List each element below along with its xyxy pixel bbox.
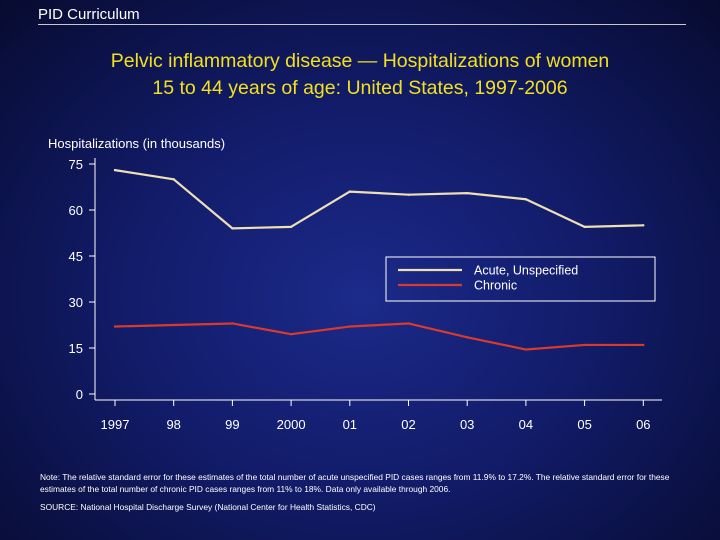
data-point [524, 198, 528, 201]
slide-title-line-2: 15 to 44 years of age: United States, 19… [152, 77, 568, 99]
chart-lines [113, 168, 645, 351]
data-point [231, 227, 234, 230]
x-tick-label: 03 [460, 417, 474, 432]
data-point [172, 178, 175, 181]
data-point [583, 343, 586, 347]
header-title: PID Curriculum [38, 6, 140, 23]
data-point [524, 348, 528, 351]
slide-title-line-1: Pelvic inflammatory disease — Hospitaliz… [110, 50, 610, 72]
y-tick-label: 15 [69, 341, 83, 356]
data-point [172, 323, 175, 327]
y-tick-label: 45 [69, 249, 83, 264]
y-tick-label: 75 [69, 157, 83, 172]
data-point [466, 191, 469, 195]
y-tick-label: 30 [69, 295, 83, 310]
data-point [113, 325, 117, 328]
footnotes: Note: The relative standard error for th… [40, 471, 690, 519]
footnote-source: SOURCE: National Hospital Discharge Surv… [40, 502, 376, 512]
data-point [583, 225, 586, 229]
x-tick-label: 02 [401, 417, 415, 432]
x-tick-label: 1997 [101, 417, 130, 432]
x-tick-label: 06 [636, 417, 650, 432]
data-point [642, 224, 645, 227]
data-point [348, 190, 351, 193]
slide-title: Pelvic inflammatory disease — Hospitaliz… [10, 48, 710, 102]
y-tick-label: 60 [69, 203, 83, 218]
series-line-chronic [114, 322, 644, 351]
x-tick-label: 04 [519, 417, 533, 432]
data-point [231, 322, 234, 325]
header-bar: PID Curriculum [38, 6, 686, 25]
series-line-acute [114, 169, 644, 230]
y-axis-label: Hospitalizations (in thousands) [48, 136, 225, 151]
legend-box [385, 256, 656, 302]
x-tick-label: 01 [343, 417, 357, 432]
data-point [642, 343, 645, 347]
data-point [407, 322, 410, 325]
data-point [348, 325, 351, 328]
y-tick-label: 0 [76, 387, 83, 402]
footnote-note: Note: The relative standard error for th… [40, 472, 670, 494]
x-tick-label: 98 [166, 417, 180, 432]
legend-label: Chronic [474, 279, 517, 293]
data-point [289, 225, 293, 229]
data-point [113, 168, 117, 172]
x-tick-label: 05 [577, 417, 591, 432]
data-point [466, 336, 469, 339]
data-point [407, 193, 410, 196]
legend-label: Acute, Unspecified [474, 264, 578, 278]
x-tick-label: 2000 [277, 417, 306, 432]
chart-axes: Hospitalizations (in thousands) 0 15 30 45 60… [48, 136, 662, 432]
x-tick-label: 99 [225, 417, 239, 432]
data-point [289, 333, 293, 336]
